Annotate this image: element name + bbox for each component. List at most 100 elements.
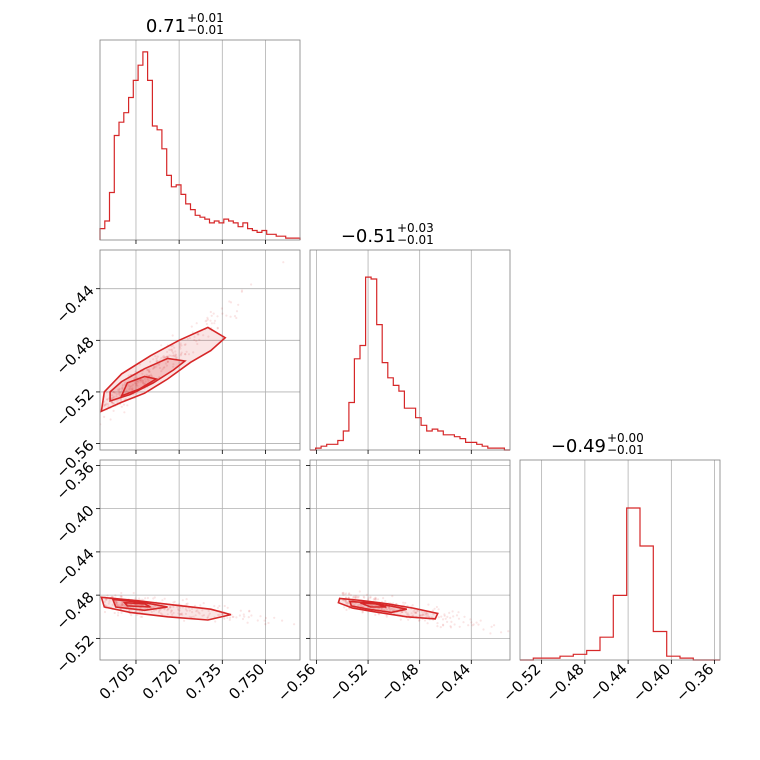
scatter-point: [241, 617, 245, 621]
scatter-point: [171, 350, 174, 353]
scatter-point: [346, 601, 349, 604]
scatter-point: [109, 418, 112, 421]
scatter-point: [128, 603, 131, 606]
scatter-point: [168, 606, 171, 609]
scatter-point: [169, 348, 172, 351]
scatter-point: [195, 340, 198, 343]
scatter-point: [106, 594, 109, 597]
scatter-point: [239, 609, 242, 612]
scatter-point: [106, 403, 110, 406]
scatter-point: [115, 399, 118, 402]
scatter-point: [356, 595, 359, 598]
scatter-point: [351, 602, 354, 605]
scatter-point: [347, 601, 350, 604]
scatter-point: [118, 391, 121, 394]
scatter-point: [180, 612, 183, 615]
scatter-point: [184, 353, 187, 356]
scatter-point: [136, 384, 139, 387]
scatter-point: [208, 612, 211, 615]
scatter-point: [166, 350, 169, 353]
scatter-point: [87, 427, 89, 429]
scatter-point: [158, 366, 161, 370]
scatter-point: [161, 599, 164, 602]
scatter-point: [467, 624, 470, 627]
scatter-point: [114, 601, 118, 604]
scatter-point: [138, 379, 141, 382]
scatter-point: [393, 609, 396, 612]
scatter-point: [216, 606, 219, 609]
scatter-point: [341, 592, 344, 595]
scatter-point: [169, 605, 172, 609]
scatter-point: [198, 338, 201, 341]
scatter-point: [112, 390, 115, 394]
scatter-point: [188, 615, 191, 618]
scatter-point: [133, 376, 137, 379]
scatter-point: [160, 344, 163, 347]
scatter-point: [344, 596, 348, 599]
scatter-point: [169, 611, 172, 614]
scatter-point: [380, 608, 383, 611]
scatter-point: [235, 616, 238, 619]
scatter-point: [119, 399, 123, 402]
scatter-point: [113, 402, 116, 405]
scatter-point: [226, 606, 229, 609]
scatter-point: [347, 593, 351, 596]
scatter-point: [421, 614, 424, 617]
scatter-point: [146, 368, 149, 371]
scatter-point: [462, 621, 465, 624]
contour-level-3: [122, 601, 151, 608]
scatter-point: [404, 601, 407, 605]
scatter-point: [446, 620, 449, 624]
x-tick-label: 0.750: [225, 660, 268, 703]
scatter-point: [426, 611, 429, 615]
x-tick-label: −0.44: [429, 660, 474, 705]
scatter-point: [170, 609, 173, 612]
scatter-point: [112, 401, 115, 405]
scatter-point: [421, 613, 424, 616]
scatter-point: [121, 387, 124, 390]
scatter-point: [387, 606, 390, 610]
scatter-point: [172, 365, 175, 368]
scatter-point: [229, 301, 233, 304]
scatter-point: [225, 314, 228, 317]
scatter-point: [166, 613, 169, 616]
scatter-point: [157, 611, 160, 614]
scatter-point: [163, 597, 166, 600]
scatter-point: [196, 609, 199, 612]
scatter-point: [163, 366, 166, 369]
scatter-point: [493, 624, 496, 627]
scatter-point: [153, 365, 156, 368]
scatter-point: [142, 381, 145, 385]
scatter-point: [197, 611, 200, 614]
scatter-point: [412, 614, 415, 617]
scatter-point: [131, 387, 134, 390]
scatter-point: [136, 613, 139, 616]
scatter-point: [103, 610, 107, 614]
scatter-point: [136, 379, 139, 383]
scatter-point: [152, 597, 155, 600]
panel-2-0: [96, 459, 301, 664]
scatter-point: [206, 616, 209, 620]
scatter-point: [193, 335, 196, 338]
scatter-point: [282, 261, 285, 264]
scatter-point: [349, 594, 352, 597]
scatter-point: [151, 367, 155, 370]
scatter-point: [231, 615, 234, 619]
scatter-point: [345, 602, 348, 605]
scatter-point: [135, 391, 138, 395]
scatter-point: [198, 612, 201, 615]
scatter-point: [120, 405, 123, 408]
scatter-point: [449, 625, 452, 628]
scatter-point: [111, 402, 114, 405]
scatter-point: [119, 393, 122, 396]
scatter-point: [449, 626, 453, 629]
scatter-point: [112, 396, 115, 400]
scatter-point: [490, 625, 493, 628]
panel-0-0: [99, 39, 301, 244]
scatter-point: [185, 602, 188, 606]
scatter-point: [147, 379, 150, 382]
scatter-point: [516, 625, 518, 627]
scatter-point: [104, 604, 107, 607]
panel-2-2: [519, 459, 721, 664]
scatter-point: [105, 598, 108, 601]
